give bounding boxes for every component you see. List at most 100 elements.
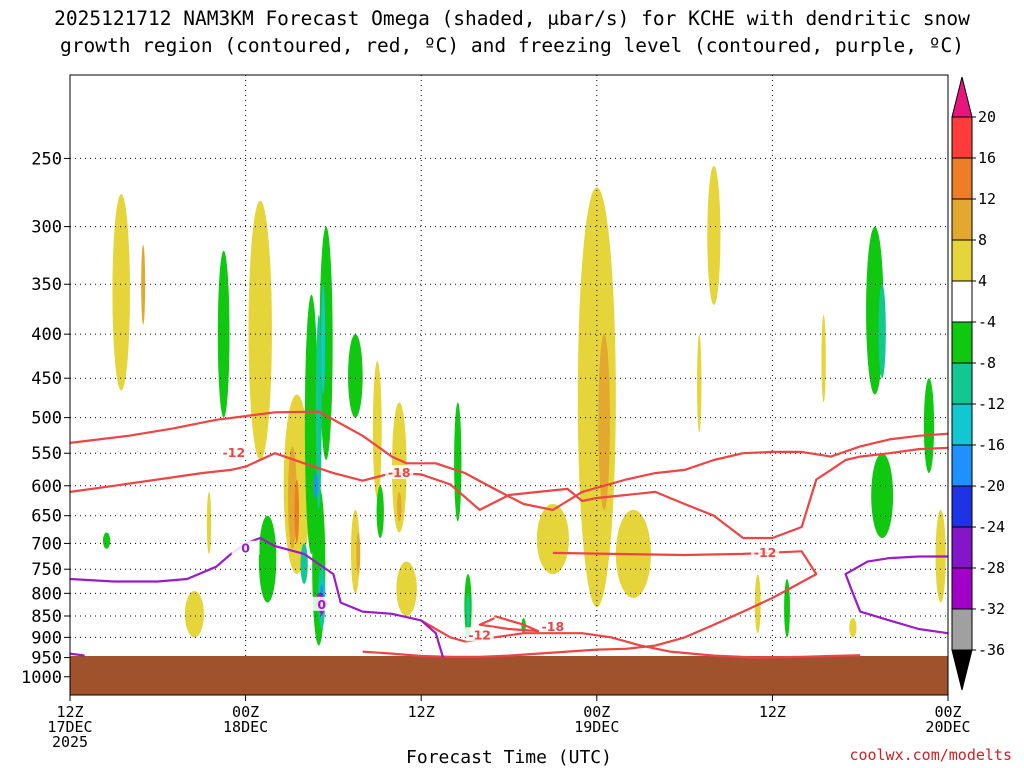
dgz-contour — [70, 446, 948, 540]
x-tick-label: 00Z — [232, 703, 259, 721]
colorbar-label: -4 — [978, 313, 996, 331]
colorbar-label: 12 — [978, 190, 996, 208]
x-tick-label: 12Z — [408, 703, 435, 721]
omega-region — [372, 361, 382, 499]
colorbar-bottom-arrow — [951, 649, 973, 691]
colorbar-segment — [951, 403, 973, 446]
y-tick-label: 300 — [31, 218, 62, 238]
chart-title-line-2: growth region (contoured, red, ºC) and f… — [60, 34, 964, 57]
dgz-contour-label-bg — [538, 618, 567, 633]
omega-region — [397, 491, 402, 522]
y-tick-label: 400 — [31, 325, 62, 345]
omega-region — [217, 250, 230, 418]
omega-region — [319, 226, 333, 460]
colorbar-label: -16 — [978, 436, 1005, 454]
omega-region — [258, 515, 277, 603]
colorbar-segment — [951, 362, 973, 405]
colorbar-label: 20 — [978, 108, 996, 126]
y-tick-label: 250 — [31, 149, 62, 169]
colorbar-segment — [951, 198, 973, 241]
terrain — [70, 656, 948, 695]
x-tick-label: 18DEC — [223, 718, 268, 736]
y-tick-label: 850 — [31, 607, 62, 627]
y-tick-label: 650 — [31, 507, 62, 527]
omega-region — [112, 194, 130, 391]
omega-region — [466, 593, 471, 629]
y-tick-label: 1000 — [21, 668, 62, 688]
omega-region — [454, 402, 462, 522]
colorbar-segment — [951, 567, 973, 610]
colorbar-segment — [951, 608, 973, 651]
omega-region — [206, 491, 212, 554]
x-tick-label: 20DEC — [925, 718, 970, 736]
colorbar-segment — [951, 157, 973, 200]
freezing-contour-label: 0 — [317, 597, 326, 612]
omega-region — [396, 561, 417, 616]
contours: -12 -18 -12 -18 -12 0 0 — [70, 410, 948, 659]
colorbar-segment — [951, 526, 973, 569]
y-tick-label: 750 — [31, 560, 62, 580]
omega-region — [871, 453, 894, 539]
omega-region — [184, 590, 204, 638]
colorbar-segment — [951, 239, 973, 282]
dgz-contour — [70, 410, 948, 511]
y-tick-label: 950 — [31, 649, 62, 669]
plot-background — [70, 75, 948, 695]
omega-region — [356, 532, 361, 575]
y-tick-label: 450 — [31, 369, 62, 389]
x-tick-label: 00Z — [583, 703, 610, 721]
y-tick-label: 900 — [31, 628, 62, 648]
colorbar-label: 16 — [978, 149, 996, 167]
omega-region — [321, 284, 326, 395]
colorbar-segment — [951, 444, 973, 487]
credit-text: coolwx.com/modelts — [849, 746, 1012, 764]
dgz-contour-label-bg — [219, 445, 248, 460]
freezing-contour — [70, 536, 445, 658]
dgz-contour-label-bg — [751, 544, 780, 559]
colorbar-label: -24 — [978, 518, 1005, 536]
dgz-contour — [478, 614, 540, 633]
omega-region — [141, 244, 146, 325]
y-tick-label: 700 — [31, 534, 62, 554]
dgz-contour — [420, 619, 861, 659]
plot-area: -12 -18 -12 -18 -12 0 0 — [69, 74, 949, 696]
gridlines — [70, 75, 948, 695]
dgz-contour-label: -12 — [468, 627, 491, 642]
omega-region — [102, 532, 111, 549]
omega-region — [248, 200, 272, 460]
dgz-contour-label: -18 — [542, 619, 565, 634]
omega-shading — [102, 165, 946, 646]
dgz-contour-label: -18 — [388, 465, 411, 480]
colorbar-top-arrow — [951, 76, 973, 118]
dgz-contour-label: -12 — [754, 545, 777, 560]
colorbar-segment — [951, 485, 973, 528]
x-tick-label: 12Z — [56, 703, 83, 721]
colorbar-label: -20 — [978, 477, 1005, 495]
colorbar-label: -32 — [978, 600, 1005, 618]
omega-region — [536, 504, 569, 575]
colorbar-segment — [951, 321, 973, 364]
x-tick-label: 17DEC — [47, 718, 92, 736]
dgz-contour-label-bg — [385, 465, 414, 480]
colorbar-segment — [951, 280, 973, 323]
chart-title-line-1: 2025121712 NAM3KM Forecast Omega (shaded… — [54, 7, 970, 30]
x-tick-label: 2025 — [52, 733, 88, 751]
y-tick-label: 550 — [31, 444, 62, 464]
omega-region — [878, 284, 886, 379]
omega-region — [923, 378, 935, 474]
omega-region — [348, 334, 363, 418]
colorbar-label: -8 — [978, 354, 996, 372]
omega-region — [821, 314, 826, 403]
plot-frame — [69, 74, 949, 696]
dgz-contour-label-bg — [465, 627, 494, 642]
freezing-contour — [70, 652, 85, 657]
colorbar-label: -28 — [978, 559, 1005, 577]
colorbar-label: 4 — [978, 272, 987, 290]
y-axis: 2503003504004505005506006507007508008509… — [21, 149, 70, 688]
omega-region — [697, 334, 702, 433]
y-tick-label: 800 — [31, 584, 62, 604]
freezing-contour — [844, 555, 948, 635]
freezing-contour-label-bg — [231, 540, 260, 555]
